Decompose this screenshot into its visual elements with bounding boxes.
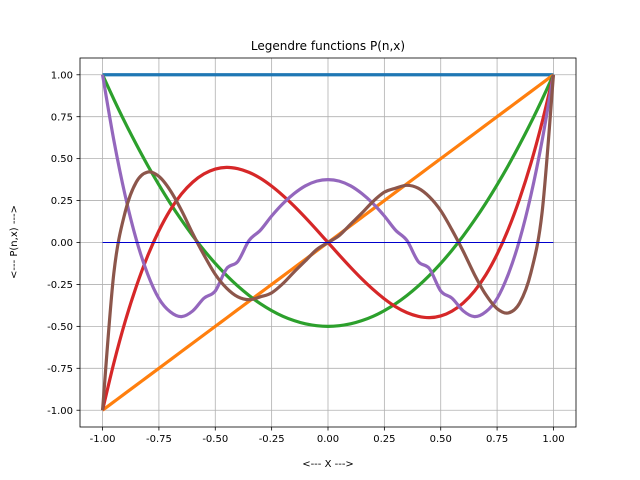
- chart-title: Legendre functions P(n,x): [251, 39, 405, 53]
- y-tick-label: 0.00: [51, 238, 73, 249]
- y-tick-label: -0.50: [47, 322, 73, 333]
- ticks: -1.00 -0.75 -0.50 -0.25 0.00 0.25 0.50 0.75 1.00…: [47, 70, 564, 445]
- series-group: [100, 73, 556, 412]
- x-tick-label: 0.25: [373, 434, 395, 445]
- y-tick-label: -0.25: [47, 280, 73, 291]
- series-line-2: [101, 74, 555, 328]
- y-tick-label: -1.00: [47, 406, 73, 417]
- y-axis-label: <--- P(n,x) --->: [9, 205, 20, 279]
- x-tick-label: -0.50: [202, 434, 228, 445]
- x-tick-label: -0.75: [146, 434, 172, 445]
- y-tick-label: 1.00: [51, 70, 73, 81]
- x-axis-label: <--- X --->: [302, 459, 354, 470]
- x-tick-label: 1.00: [542, 434, 564, 445]
- x-tick-label: 0.00: [317, 434, 339, 445]
- y-tick-label: 0.50: [51, 154, 73, 165]
- x-tick-label: -1.00: [90, 434, 116, 445]
- series-line-4: [100, 74, 556, 319]
- x-tick-label: 0.75: [486, 434, 508, 445]
- y-tick-label: 0.25: [51, 196, 73, 207]
- y-tick-label: 0.75: [51, 112, 73, 123]
- x-tick-label: -0.25: [259, 434, 285, 445]
- x-tick-label: 0.50: [430, 434, 452, 445]
- y-tick-label: -0.75: [47, 364, 73, 375]
